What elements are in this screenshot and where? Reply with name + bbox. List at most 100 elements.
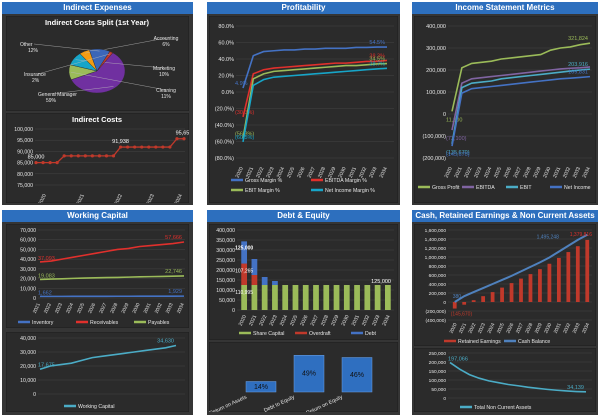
y-tick-label: 30,000 [20, 267, 36, 273]
end-label: 54.5% [369, 40, 385, 46]
x-tick-label: 2030 [340, 314, 350, 327]
data-point [168, 145, 172, 149]
data-label: 125,000 [371, 279, 391, 285]
series-line [242, 59, 388, 118]
start-label: 4.9% [235, 81, 248, 87]
y-tick-label: 60,000 [20, 238, 36, 244]
panel-title: Cash, Retained Earnings & Non Current As… [412, 210, 598, 222]
y-tick-label: 200,000 [429, 291, 447, 297]
slice-percent: 2% [32, 78, 40, 84]
panel-profitability: Profitability 80.0% 60.0% 40.0% 20.0% 0.0% (2… [207, 2, 400, 205]
panel-title: Debt & Equity [207, 210, 400, 222]
y-tick-label: 350,000 [216, 238, 235, 244]
retained-earnings-bar [500, 287, 504, 302]
x-tick-label: 2023 [477, 322, 487, 335]
x-tick-label: 2020 [444, 166, 454, 179]
end-label: 34,630 [157, 339, 174, 345]
chart-background [209, 224, 398, 340]
stacked-bar [251, 285, 258, 310]
data-point [161, 145, 165, 149]
series-line [451, 68, 591, 144]
x-tick-label: 2032 [562, 322, 572, 335]
x-tick-label: 2033 [165, 302, 175, 315]
y-tick-label: 50,000 [431, 387, 446, 393]
indirect-costs-chart: Indirect Costs100,00095,00090,00085,0008… [6, 113, 189, 203]
y-tick-label: 800,000 [429, 264, 447, 270]
x-tick-label: 2028 [317, 166, 327, 179]
legend-label: Share Capital [253, 331, 284, 337]
end-label: 34,139 [567, 385, 584, 391]
y-tick-label: 40,000 [20, 336, 36, 342]
x-tick-label: 2030 [542, 166, 552, 179]
retained-earnings-bar [538, 269, 542, 302]
series-line [242, 67, 388, 143]
x-tick-label: 2028 [109, 302, 119, 315]
y-tick-label: (400,000) [425, 318, 446, 324]
data-point [104, 154, 109, 158]
y-tick-label: 90,000 [17, 149, 33, 155]
y-tick-label: 100,000 [426, 90, 446, 96]
end-label: 321,824 [568, 36, 588, 42]
retained-earnings-bar [575, 246, 580, 302]
data-label: 95,651 [176, 131, 189, 137]
y-tick-label: (200,000) [425, 309, 446, 315]
data-point [41, 161, 45, 165]
pie-chart: Indirect Costs Split (1st Year) General M… [6, 16, 189, 111]
data-point [182, 137, 186, 141]
series-line [39, 275, 185, 281]
x-tick-label: 2030 [132, 302, 142, 315]
x-tick-label: 2025 [496, 322, 506, 335]
series-line [39, 241, 185, 263]
y-tick-label: 20,000 [20, 277, 36, 283]
x-tick-label: 2026 [296, 166, 306, 179]
y-tick-label: 0 [33, 392, 36, 398]
data-label: 125,000 [235, 245, 253, 251]
data-label: 107,265 [235, 268, 253, 274]
data-point [147, 145, 151, 149]
stacked-bar [364, 285, 371, 310]
x-tick-label: 2027 [515, 322, 525, 335]
start-label: (145,670) [446, 152, 470, 158]
x-tick-label: 2023 [269, 314, 279, 327]
ratio-bar [245, 381, 277, 393]
x-tick-label: 2023 [473, 166, 483, 179]
x-tick-label: 2020 [449, 322, 459, 335]
y-tick-label: 1,000,000 [425, 255, 447, 261]
x-tick-label: 2021 [32, 302, 42, 315]
ratio-bar [341, 357, 373, 393]
y-tick-label: 0 [232, 308, 235, 314]
income-statement-chart: 400,000 300,000 200,000 100,000 0 (100,000) (2… [414, 16, 596, 203]
panel-debt-equity: Debt & Equity 400,000 350,000 300,000 250,0… [207, 210, 400, 415]
x-tick-label: 2031 [553, 322, 563, 335]
ratio-label: 46% [350, 372, 364, 379]
stacked-bar [251, 275, 258, 285]
y-tick-label: 600,000 [429, 273, 447, 279]
stacked-bar [374, 285, 381, 310]
stacked-bar [282, 285, 289, 310]
cash-balance-line [454, 233, 588, 303]
y-tick-label: 80.0% [218, 24, 234, 30]
slice-label: Cleaning [156, 88, 176, 94]
x-tick-label: 2022 [258, 314, 268, 327]
x-tick-label: 2027 [307, 166, 317, 179]
y-tick-label: 50,000 [219, 298, 235, 304]
data-point [69, 154, 73, 158]
data-point [83, 154, 87, 158]
end-label: 169,831 [568, 70, 588, 76]
y-tick-label: 200,000 [216, 268, 235, 274]
data-point [97, 154, 102, 158]
y-tick-label: 95,000 [17, 138, 33, 144]
start-label: 37,093 [38, 256, 55, 262]
retained-earnings-bar [528, 274, 533, 302]
x-tick-label: 2020 [38, 193, 48, 203]
x-tick-label: 2030 [543, 322, 553, 335]
y-tick-label: (60.0%) [215, 140, 234, 146]
y-tick-label: 250,000 [429, 351, 447, 357]
series-line [451, 42, 591, 112]
legend-label: Inventory [32, 320, 54, 326]
x-tick-label: 2020 [238, 314, 248, 327]
y-tick-label: 400,000 [429, 282, 447, 288]
y-tick-label: 400,000 [426, 24, 446, 30]
x-tick-label: 2029 [532, 166, 542, 179]
panel-working-capital: Working Capital 70,000 60,000 50,000 40,000… [2, 210, 193, 415]
